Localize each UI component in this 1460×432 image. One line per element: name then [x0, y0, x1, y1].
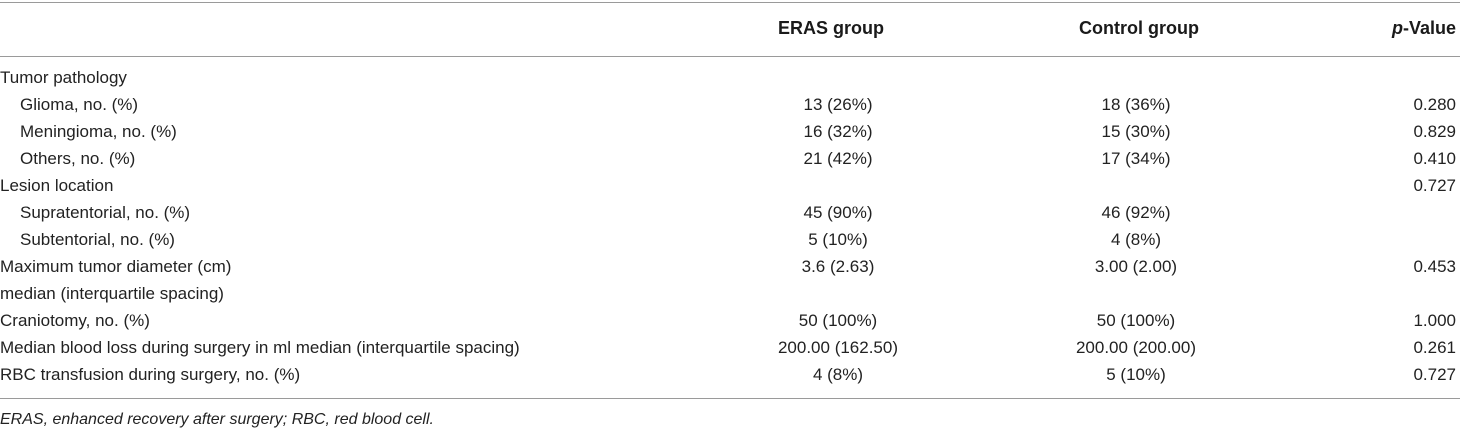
header-eras-group: ERAS group [778, 18, 884, 38]
table-header-rule [0, 56, 1460, 57]
eras-value: 5 (10%) [808, 230, 868, 249]
table-row-supratentorial: Supratentorial, no. (%) 45 (90%) 46 (92%… [0, 199, 1460, 226]
header-p-value: p-Value [1392, 14, 1456, 42]
row-label: Meningioma, no. (%) [20, 122, 177, 141]
table-row-max-tumor-diameter: Maximum tumor diameter (cm) median (inte… [0, 253, 1460, 307]
p-value: 0.410 [1413, 149, 1456, 168]
row-label: RBC transfusion during surgery, no. (%) [0, 365, 301, 384]
table-row-blood-loss: Median blood loss during surgery in ml m… [0, 334, 1460, 361]
row-label: Others, no. (%) [20, 149, 136, 168]
control-value: 200.00 (200.00) [1075, 338, 1197, 357]
table-bottom-rule [0, 398, 1460, 399]
table-footnote: ERAS, enhanced recovery after surgery; R… [0, 411, 434, 428]
eras-value: 3.6 (2.63) [801, 257, 875, 276]
control-value: 15 (30%) [1101, 122, 1171, 141]
row-label: Tumor pathology [0, 68, 127, 87]
control-value: 5 (10%) [1106, 365, 1166, 384]
row-label-line-1: Maximum tumor diameter (cm) [0, 257, 232, 276]
header-control-group: Control group [1079, 18, 1199, 38]
row-label-line-2: median (interquartile spacing) [0, 284, 224, 303]
table-row-tumor-pathology: Tumor pathology [0, 64, 1460, 91]
row-label: Craniotomy, no. (%) [0, 311, 150, 330]
eras-value: 16 (32%) [803, 122, 873, 141]
control-value: 3.00 (2.00) [1094, 257, 1178, 276]
row-label: Glioma, no. (%) [20, 95, 139, 114]
control-value: 4 (8%) [1110, 230, 1162, 249]
control-value: 17 (34%) [1101, 149, 1171, 168]
table-row-subtentorial: Subtentorial, no. (%) 5 (10%) 4 (8%) [0, 226, 1460, 253]
table-row-craniotomy: Craniotomy, no. (%) 50 (100%) 50 (100%) … [0, 307, 1460, 334]
row-label: Lesion location [0, 176, 114, 195]
control-value: 46 (92%) [1101, 203, 1171, 222]
table-row-others: Others, no. (%) 21 (42%) 17 (34%) 0.410 [0, 145, 1460, 172]
p-value: 0.727 [1413, 176, 1456, 195]
table-row-meningioma: Meningioma, no. (%) 16 (32%) 15 (30%) 0.… [0, 118, 1460, 145]
eras-value: 21 (42%) [803, 149, 873, 168]
row-label: Median blood loss during surgery in ml m… [0, 338, 520, 357]
eras-value: 50 (100%) [798, 311, 878, 330]
p-value: 0.261 [1413, 338, 1456, 357]
header-p-suffix: -Value [1402, 18, 1456, 38]
row-label: Supratentorial, no. (%) [20, 203, 191, 222]
eras-value: 45 (90%) [803, 203, 873, 222]
eras-value: 200.00 (162.50) [777, 338, 899, 357]
table-body: Tumor pathology Glioma, no. (%) 13 (26%)… [0, 64, 1460, 388]
table-row-rbc-transfusion: RBC transfusion during surgery, no. (%) … [0, 361, 1460, 388]
eras-value: 13 (26%) [803, 95, 873, 114]
row-label: Subtentorial, no. (%) [20, 230, 175, 249]
table-row-glioma: Glioma, no. (%) 13 (26%) 18 (36%) 0.280 [0, 91, 1460, 118]
table-row-lesion-location: Lesion location 0.727 [0, 172, 1460, 199]
header-p-letter: p [1391, 18, 1403, 38]
p-value: 0.453 [1413, 257, 1456, 276]
p-value: 0.829 [1413, 122, 1456, 141]
p-value: 1.000 [1413, 311, 1456, 330]
control-value: 18 (36%) [1101, 95, 1171, 114]
row-label: Maximum tumor diameter (cm) median (inte… [0, 253, 231, 307]
eras-value: 4 (8%) [812, 365, 864, 384]
p-value: 0.280 [1413, 95, 1456, 114]
control-value: 50 (100%) [1096, 311, 1176, 330]
table-top-rule [0, 2, 1460, 3]
p-value: 0.727 [1413, 365, 1456, 384]
